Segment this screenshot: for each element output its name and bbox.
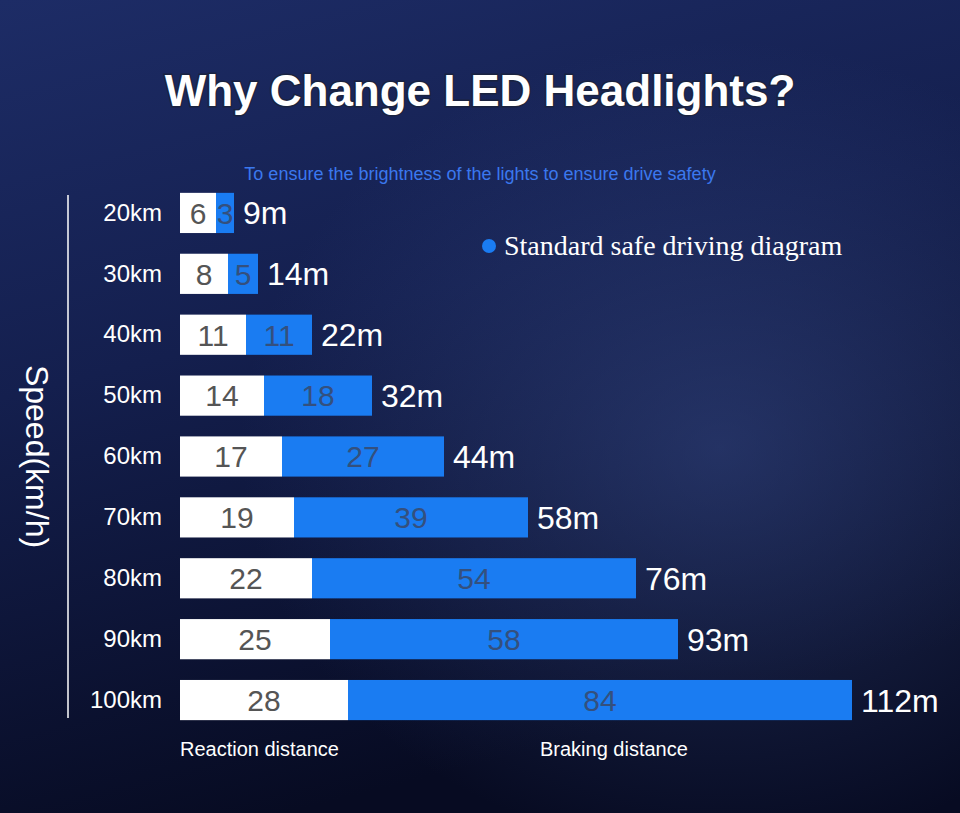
data-label: 17 [214, 440, 247, 473]
data-label: 5 [235, 258, 252, 291]
total-label: 112m [861, 683, 939, 719]
bar [180, 376, 264, 416]
bar [180, 619, 330, 659]
data-label: 8 [196, 258, 213, 291]
data-label: 19 [220, 501, 253, 534]
tick-label: 70km [103, 503, 162, 530]
total-label: 32m [381, 378, 443, 414]
tick-label: 80km [103, 564, 162, 591]
data-label: 39 [394, 501, 427, 534]
tick-label: 90km [103, 625, 162, 652]
total-label: 9m [243, 195, 287, 231]
bar [282, 436, 444, 476]
separator-line [67, 195, 69, 718]
bar [312, 558, 636, 598]
background-glow [0, 0, 960, 813]
bar [246, 315, 312, 355]
total-label: 22m [321, 317, 383, 353]
data-label: 6 [190, 197, 207, 230]
data-label: 25 [238, 623, 271, 656]
title: Why Change LED Headlights? [165, 66, 796, 115]
total-label: 58m [537, 500, 599, 536]
y-axis: 20km 30km 40km 50km 60km 70km 80km 90km 100km [90, 199, 162, 713]
bar [180, 315, 246, 355]
total-label: 44m [453, 439, 515, 475]
tick: 90km [103, 625, 162, 652]
data-label: 84 [583, 684, 616, 717]
tick-label: 30km [103, 260, 162, 287]
bars [180, 193, 852, 720]
legend: Reaction distance Braking distance [180, 738, 688, 760]
tick: 80km [103, 564, 162, 591]
background [0, 0, 960, 813]
total-label: 76m [645, 561, 707, 597]
bar [348, 680, 852, 720]
data-label: 22 [229, 562, 262, 595]
tick-label: 40km [103, 320, 162, 347]
tick: 100km [90, 686, 162, 713]
chart-container: Why Change LED Headlights? To ensure the … [0, 0, 960, 813]
data-label: 28 [247, 684, 280, 717]
tick: 50km [103, 381, 162, 408]
legend-label: Braking distance [540, 738, 688, 760]
bar [330, 619, 678, 659]
tick: 70km [103, 503, 162, 530]
tick: 20km [103, 199, 162, 226]
data-label: 18 [301, 379, 334, 412]
tick: 30km [103, 260, 162, 287]
data-label: 54 [457, 562, 490, 595]
bar [180, 497, 294, 537]
tick-label: 100km [90, 686, 162, 713]
bar [180, 254, 228, 294]
tick-label: 60km [103, 442, 162, 469]
subtitle: To ensure the brightness of the lights t… [244, 164, 715, 184]
data-label: 3 [217, 197, 234, 230]
data-label: 58 [487, 623, 520, 656]
legend-label: Reaction distance [180, 738, 339, 760]
bar [294, 497, 528, 537]
bar [180, 436, 282, 476]
bar [180, 680, 348, 720]
data-label: 27 [346, 440, 379, 473]
annotation: Standard safe driving diagram [504, 230, 842, 261]
data-label: 14 [205, 379, 238, 412]
total-label: 93m [687, 622, 749, 658]
data-label: 11 [263, 319, 294, 352]
chart-svg: Why Change LED Headlights? To ensure the … [0, 0, 960, 813]
annotation-dot [482, 239, 496, 253]
bar [180, 558, 312, 598]
total-label: 14m [267, 256, 329, 292]
tick-label: 50km [103, 381, 162, 408]
bar [264, 376, 372, 416]
tick-label: 20km [103, 199, 162, 226]
data-label: 11 [197, 319, 228, 352]
bar [228, 254, 258, 294]
bar [180, 193, 216, 233]
tick: 60km [103, 442, 162, 469]
axis-title: Speed(km/h) [19, 365, 55, 548]
data-labels: 63 9m 85 14m 11 11 22m 14 18 32m 17 27 44m 19 39 58m 22 5… [190, 195, 939, 718]
bar [216, 193, 234, 233]
tick: 40km [103, 320, 162, 347]
